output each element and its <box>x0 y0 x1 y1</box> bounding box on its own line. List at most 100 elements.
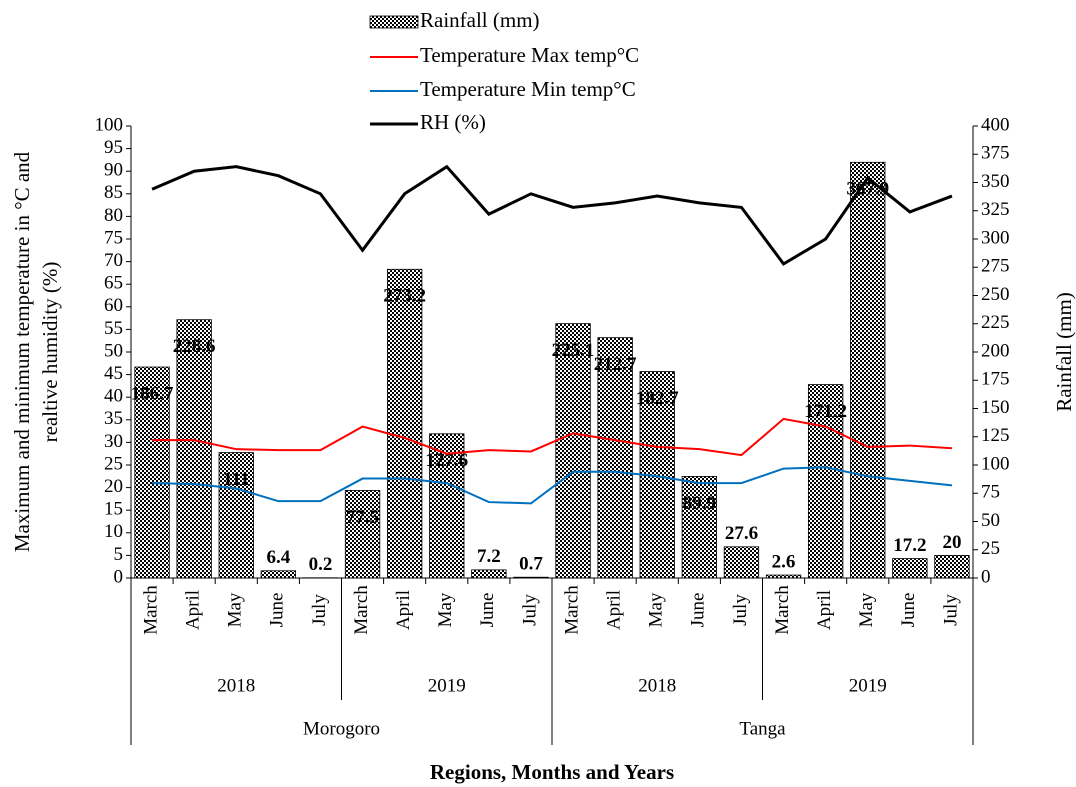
bar <box>260 570 297 579</box>
y-tick-label: 15 <box>104 499 123 520</box>
data-label: 2.6 <box>772 551 796 572</box>
x-tick-label: June <box>477 593 498 628</box>
y2-tick-label: 100 <box>981 453 1010 474</box>
bar <box>386 268 423 579</box>
y2-axis-title: Rainfall (mm) <box>1052 292 1076 412</box>
y-tick-label: 45 <box>104 363 123 384</box>
y2-tick-label: 125 <box>981 425 1010 446</box>
y-tick-label: 55 <box>104 318 123 339</box>
data-label: 225.1 <box>552 340 595 361</box>
data-label: 7.2 <box>477 546 501 567</box>
y-axis-title: realtive humidity (%) <box>38 262 62 443</box>
y2-tick-label: 75 <box>981 482 1000 503</box>
y-tick-label: 0 <box>114 566 124 587</box>
y2-tick-label: 0 <box>981 566 991 587</box>
data-label: 273.2 <box>383 286 426 307</box>
bar <box>892 558 928 579</box>
year-label: 2019 <box>428 675 466 696</box>
y-tick-label: 75 <box>104 227 123 248</box>
legend-label: Rainfall (mm) <box>420 8 540 32</box>
x-tick-label: July <box>519 594 540 626</box>
bar <box>471 569 507 579</box>
data-label: 127.6 <box>425 450 468 471</box>
legend-label: Temperature Min temp°C <box>420 77 636 101</box>
x-tick-label: April <box>814 590 835 630</box>
y2-tick-label: 25 <box>981 538 1000 559</box>
data-label: 186.7 <box>131 383 174 404</box>
x-tick-label: April <box>183 590 204 630</box>
line <box>151 164 953 266</box>
y-tick-label: 20 <box>104 476 123 497</box>
bar <box>344 490 381 579</box>
y2-tick-label: 150 <box>981 397 1010 418</box>
y-tick-label: 40 <box>104 386 123 407</box>
y2-tick-label: 175 <box>981 369 1010 390</box>
year-label: 2018 <box>638 675 676 696</box>
y2-tick-label: 275 <box>981 256 1010 277</box>
region-label: Tanga <box>739 718 786 739</box>
y-tick-label: 65 <box>104 273 123 294</box>
bar <box>429 433 465 579</box>
x-tick-label: March <box>561 585 582 635</box>
data-label: 0.7 <box>519 554 543 575</box>
bar <box>765 574 802 579</box>
y-tick-label: 95 <box>104 137 123 158</box>
bar <box>134 366 170 579</box>
x-tick-label: April <box>604 590 625 630</box>
x-tick-label: May <box>435 592 456 627</box>
legend-swatch <box>369 15 419 29</box>
data-label: 228.6 <box>173 336 216 357</box>
y-tick-label: 90 <box>104 160 123 181</box>
x-tick-label: April <box>393 590 414 630</box>
y-tick-label: 100 <box>95 114 124 135</box>
x-tick-label: July <box>309 594 330 626</box>
region-label: Morogoro <box>303 718 380 739</box>
bar <box>934 555 970 579</box>
data-label: 0.2 <box>309 554 333 575</box>
bar <box>218 452 254 579</box>
x-tick-label: June <box>898 593 919 628</box>
y2-tick-label: 375 <box>981 143 1010 164</box>
bar <box>176 319 212 579</box>
y2-tick-label: 50 <box>981 510 1000 531</box>
y2-tick-label: 200 <box>981 340 1010 361</box>
data-label: 89.9 <box>683 493 716 514</box>
y2-tick-label: 300 <box>981 227 1010 248</box>
y2-tick-label: 225 <box>981 312 1010 333</box>
x-tick-label: May <box>856 592 877 627</box>
y-tick-label: 50 <box>104 340 123 361</box>
y-tick-label: 35 <box>104 408 123 429</box>
data-label: 27.6 <box>725 523 758 544</box>
y2-tick-label: 400 <box>981 114 1010 135</box>
y2-tick-label: 250 <box>981 284 1010 305</box>
x-tick-label: June <box>267 593 288 628</box>
y-tick-label: 5 <box>114 544 124 565</box>
data-label: 20 <box>942 532 961 553</box>
x-tick-label: March <box>351 585 372 635</box>
y-axis-title: Maximum and minimum temperature in °C an… <box>10 151 34 552</box>
x-tick-label: June <box>688 593 709 628</box>
data-label: 6.4 <box>266 547 290 568</box>
y-tick-label: 70 <box>104 250 123 271</box>
x-tick-label: May <box>646 592 667 627</box>
x-tick-label: July <box>940 594 961 626</box>
data-label: 77.5 <box>346 507 379 528</box>
y-tick-label: 85 <box>104 182 123 203</box>
bar <box>850 161 886 579</box>
legend-label: RH (%) <box>420 110 486 134</box>
bar <box>555 323 591 579</box>
data-label: 212.7 <box>594 354 637 375</box>
line <box>152 417 953 457</box>
x-axis-title: Regions, Months and Years <box>430 760 674 784</box>
y-tick-label: 80 <box>104 205 123 226</box>
data-label: 17.2 <box>893 535 926 556</box>
line <box>152 466 953 505</box>
y2-tick-label: 350 <box>981 171 1010 192</box>
y2-tick-label: 325 <box>981 199 1010 220</box>
bar <box>513 576 549 579</box>
data-label: 111 <box>223 469 249 490</box>
y-tick-label: 10 <box>104 521 123 542</box>
bar <box>807 384 844 579</box>
bar <box>597 337 633 579</box>
